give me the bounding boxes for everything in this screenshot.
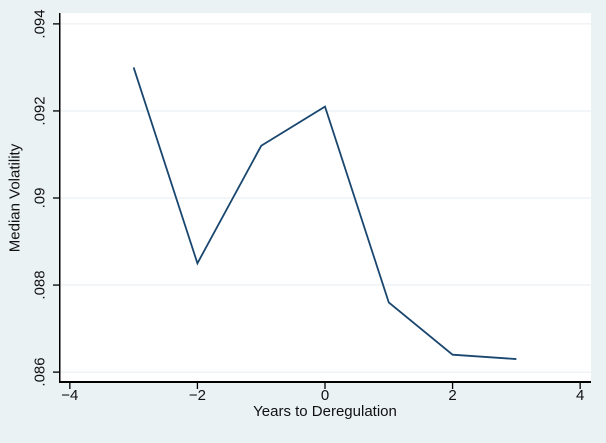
y-tick-label: .086 bbox=[31, 357, 49, 387]
y-tick-label: .094 bbox=[31, 9, 49, 39]
x-tick-label: 2 bbox=[448, 387, 457, 404]
x-tick-label: −2 bbox=[188, 387, 206, 404]
x-tick-label: −4 bbox=[61, 387, 79, 404]
series-line-median-volatility bbox=[132, 67, 517, 360]
y-tick-label: .09 bbox=[31, 187, 49, 209]
y-tick-label: .092 bbox=[31, 96, 49, 126]
y-axis-title: Median Volatility bbox=[6, 143, 24, 253]
plot-area bbox=[53, 13, 591, 389]
x-tick-label: 0 bbox=[320, 387, 330, 404]
x-tick-label: 4 bbox=[575, 387, 585, 404]
y-tick-label: .088 bbox=[31, 270, 49, 300]
line-chart-canvas bbox=[53, 13, 591, 389]
x-axis-title: Years to Deregulation bbox=[253, 403, 397, 420]
